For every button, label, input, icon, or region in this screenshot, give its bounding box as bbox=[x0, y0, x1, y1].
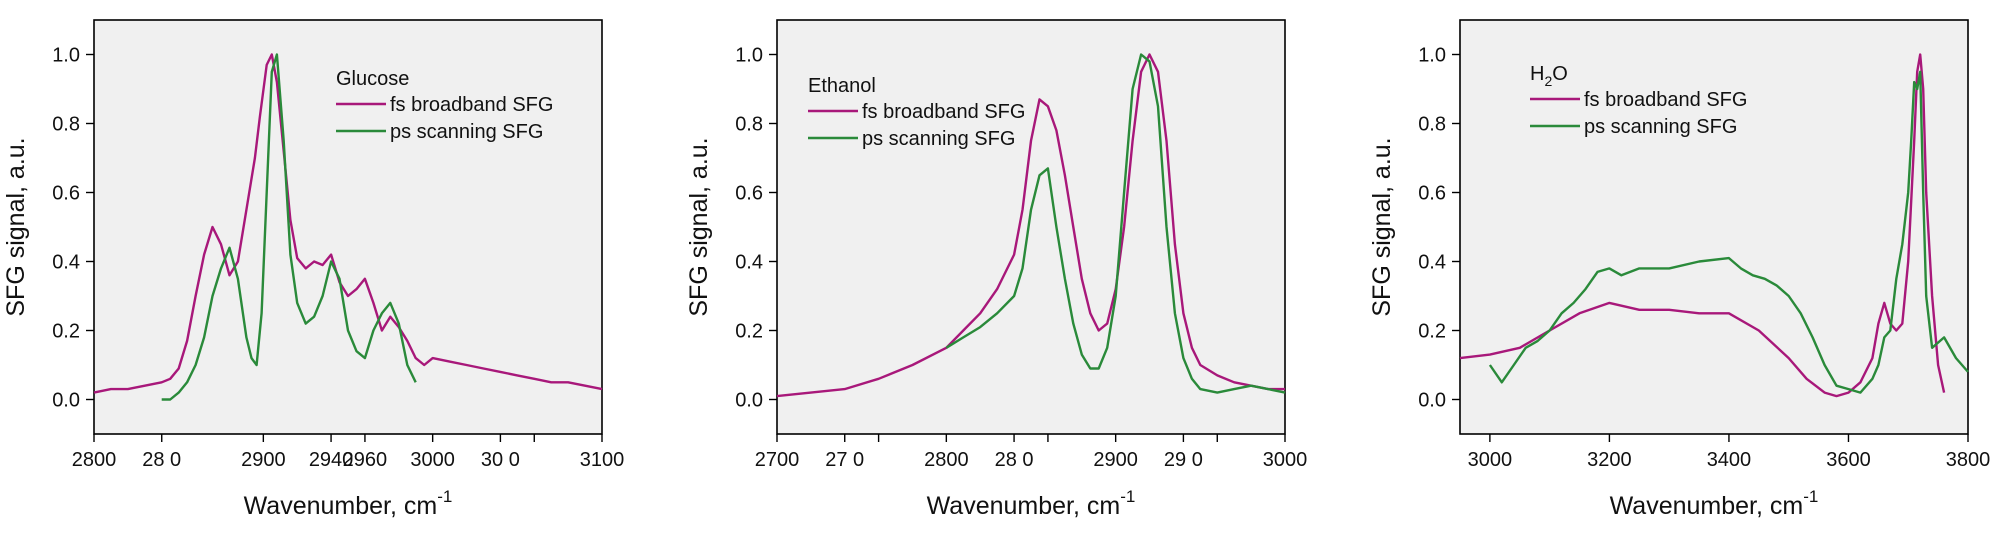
x-tick-label: 3600 bbox=[1826, 449, 1871, 471]
legend-label: fs broadband SFG bbox=[862, 101, 1025, 123]
x-tick-label: 3800 bbox=[1946, 449, 1991, 471]
x-tick-label: 28 0 bbox=[995, 449, 1034, 471]
y-tick-label: 0.0 bbox=[1418, 390, 1446, 412]
sample-annotation-text: Glucose bbox=[336, 68, 409, 90]
x-tick-label: 2700 bbox=[755, 449, 800, 471]
x-axis-title-text: Wavenumber, cm bbox=[927, 492, 1121, 520]
series-line-ps-scanning bbox=[161, 53, 417, 401]
y-tick-label: 0.6 bbox=[1418, 183, 1446, 205]
sample-annotation-text: H bbox=[1530, 63, 1544, 85]
y-tick-label: 0.6 bbox=[52, 183, 80, 205]
y-tick-label: 1.0 bbox=[735, 45, 763, 67]
x-tick-label: 30 0 bbox=[481, 449, 520, 471]
y-tick-label: 1.0 bbox=[1418, 45, 1446, 67]
x-tick-label: 3000 bbox=[1468, 449, 1513, 471]
y-axis-title: SFG signal, a.u. bbox=[2, 137, 30, 316]
series-line-ps-scanning bbox=[1488, 70, 1969, 394]
y-tick-label: 0.0 bbox=[735, 390, 763, 412]
x-tick-label: 29 0 bbox=[1164, 449, 1203, 471]
sample-annotation: Glucose bbox=[336, 68, 409, 90]
x-tick-label: 2900 bbox=[1093, 449, 1138, 471]
sample-annotation-text: Ethanol bbox=[808, 75, 876, 97]
y-tick-label: 0.4 bbox=[735, 252, 763, 274]
series-line-fs-broadband bbox=[1459, 53, 1946, 398]
x-tick-label: 3200 bbox=[1587, 449, 1632, 471]
sample-annotation-tail: O bbox=[1552, 63, 1568, 85]
x-axis-title: Wavenumber, cm-1 bbox=[244, 487, 453, 520]
x-axis-title: Wavenumber, cm-1 bbox=[1610, 487, 1819, 520]
x-axis-title-text: Wavenumber, cm bbox=[1610, 492, 1804, 520]
y-tick-label: 0.2 bbox=[52, 321, 80, 343]
y-tick-label: 0.4 bbox=[1418, 252, 1446, 274]
x-tick-label: 3400 bbox=[1707, 449, 1752, 471]
y-tick-label: 0.8 bbox=[1418, 114, 1446, 136]
x-tick-label: 2900 bbox=[241, 449, 286, 471]
legend-label: fs broadband SFG bbox=[390, 94, 553, 116]
x-tick-label: 2800 bbox=[72, 449, 117, 471]
x-tick-label: 28 0 bbox=[142, 449, 181, 471]
y-tick-label: 0.2 bbox=[1418, 321, 1446, 343]
y-tick-label: 0.2 bbox=[735, 321, 763, 343]
x-tick-label: 2940 bbox=[309, 449, 354, 471]
series-line-fs-broadband bbox=[93, 53, 603, 394]
x-tick-label: 3000 bbox=[410, 449, 455, 471]
sample-annotation: Ethanol bbox=[808, 75, 876, 97]
sample-annotation: H2O bbox=[1530, 63, 1568, 89]
x-axis-title-sup: -1 bbox=[1120, 487, 1135, 506]
y-tick-label: 0.0 bbox=[52, 390, 80, 412]
sample-annotation-sub: 2 bbox=[1544, 73, 1552, 89]
y-tick-label: 0.8 bbox=[52, 114, 80, 136]
x-tick-label: 3000 bbox=[1263, 449, 1308, 471]
legend-label: ps scanning SFG bbox=[1584, 116, 1737, 138]
x-axis-title: Wavenumber, cm-1 bbox=[927, 487, 1136, 520]
x-tick-label: 3100 bbox=[580, 449, 625, 471]
y-axis-title: SFG signal, a.u. bbox=[1368, 137, 1396, 316]
y-tick-label: 0.4 bbox=[52, 252, 80, 274]
y-tick-label: 1.0 bbox=[52, 45, 80, 67]
x-tick-label: 2960 bbox=[343, 449, 388, 471]
y-axis-title: SFG signal, a.u. bbox=[685, 137, 713, 316]
y-tick-label: 0.6 bbox=[735, 183, 763, 205]
legend-label: fs broadband SFG bbox=[1584, 89, 1747, 111]
water-panel: 0.0 0.2 0.4 0.6 0.8 1.0 3000 3200 3400 3600 3800 Wa… bbox=[1368, 19, 1991, 520]
x-tick-label: 27 0 bbox=[825, 449, 864, 471]
x-axis-title-sup: -1 bbox=[1803, 487, 1818, 506]
y-tick-label: 0.8 bbox=[735, 114, 763, 136]
x-tick-label: 2800 bbox=[924, 449, 969, 471]
ethanol-panel: 0.0 0.2 0.4 0.6 0.8 1.0 2700 27 0 2800 28 0 2900 29… bbox=[685, 19, 1308, 520]
plot-area bbox=[1459, 19, 1969, 435]
legend-label: ps scanning SFG bbox=[390, 121, 543, 143]
x-axis-title-sup: -1 bbox=[437, 487, 452, 506]
x-axis-title-text: Wavenumber, cm bbox=[244, 492, 438, 520]
series-line-fs-broadband bbox=[776, 53, 1285, 398]
legend-label: ps scanning SFG bbox=[862, 128, 1015, 150]
series-line-ps-scanning bbox=[945, 53, 1286, 394]
